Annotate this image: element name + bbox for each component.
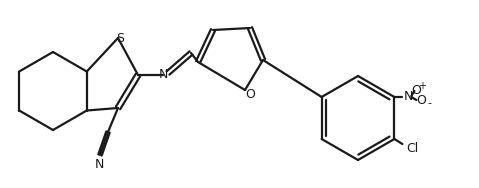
Text: -: - bbox=[427, 98, 432, 108]
Text: S: S bbox=[116, 32, 124, 45]
Text: O: O bbox=[411, 83, 422, 96]
Text: N: N bbox=[404, 89, 413, 102]
Text: N: N bbox=[94, 158, 103, 171]
Text: N: N bbox=[159, 68, 168, 82]
Text: O: O bbox=[416, 95, 426, 108]
Text: Cl: Cl bbox=[406, 143, 419, 155]
Text: +: + bbox=[418, 81, 426, 91]
Text: O: O bbox=[245, 87, 255, 101]
